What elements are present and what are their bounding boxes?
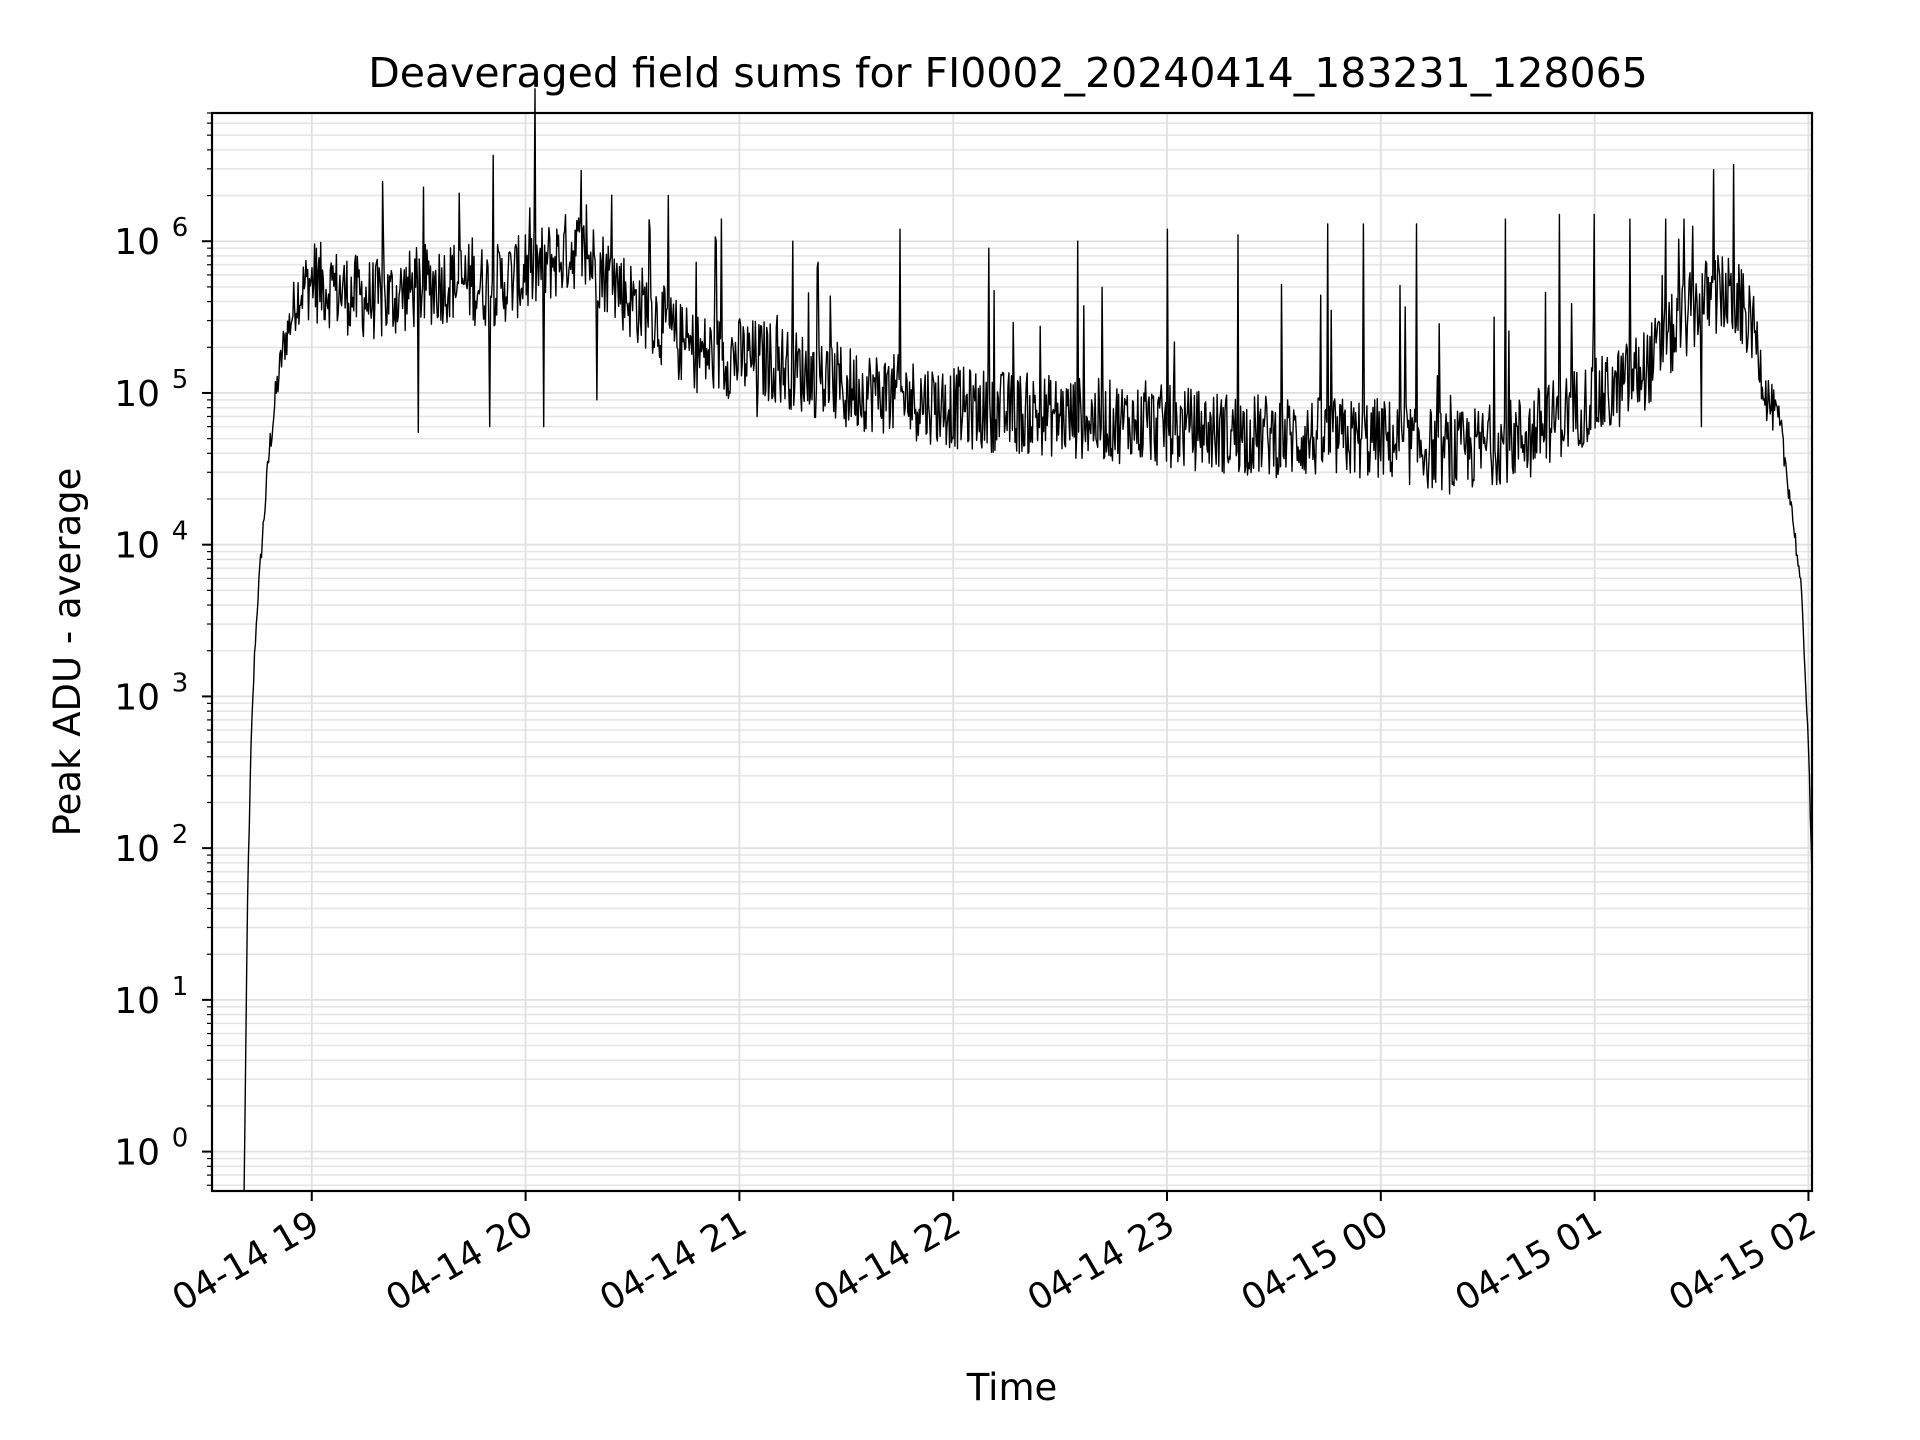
plot-frame bbox=[210, 111, 1814, 1193]
y-tick-label: 10 bbox=[114, 1133, 160, 1174]
series-layer bbox=[243, 88, 1813, 1192]
y-tick-exponent: 3 bbox=[172, 668, 189, 698]
y-tick-exponent: 4 bbox=[172, 517, 189, 547]
y-tick-label: 10 bbox=[114, 677, 160, 718]
y-tick-exponent: 1 bbox=[172, 972, 189, 1002]
y-tick-label: 10 bbox=[114, 829, 160, 870]
chart-title: Deaveraged field sums for FI0002_2024041… bbox=[368, 49, 1648, 97]
y-tick-exponent: 5 bbox=[172, 365, 189, 395]
y-tick-exponent: 6 bbox=[172, 213, 189, 243]
y-axis-ticks: 10 0 10 1 10 2 10 3 10 4 10 5 10 6 bbox=[114, 112, 212, 1186]
y-tick-label: 10 bbox=[114, 526, 160, 567]
y-tick-exponent: 2 bbox=[172, 820, 189, 850]
y-tick-exponent: 0 bbox=[172, 1124, 189, 1154]
x-axis-label: Time bbox=[966, 1366, 1058, 1409]
y-tick-label: 10 bbox=[114, 981, 160, 1022]
y-tick-label: 10 bbox=[114, 374, 160, 415]
y-tick-label: 10 bbox=[114, 222, 160, 263]
y-axis-label: Peak ADU - average bbox=[46, 468, 89, 837]
series-line bbox=[243, 88, 1813, 1192]
